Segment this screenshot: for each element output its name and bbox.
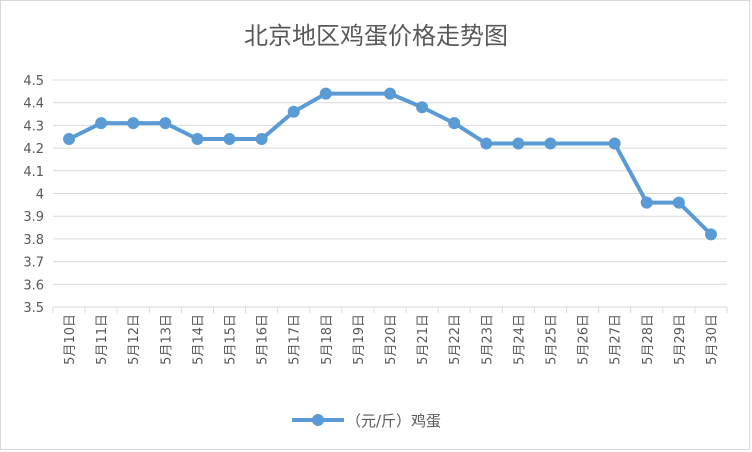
x-tick-label: 5月20日 (384, 314, 399, 365)
x-tick-label: 5月15日 (224, 314, 239, 365)
data-point (512, 137, 525, 150)
x-tick-label: 5月21日 (416, 314, 431, 365)
y-tick-label: 3.8 (23, 233, 44, 248)
x-tick-label: 5月24日 (512, 314, 527, 365)
data-point (287, 105, 300, 118)
data-point (127, 117, 140, 130)
legend-label: （元/斤）鸡蛋 (346, 412, 441, 430)
y-tick-label: 3.7 (23, 256, 44, 271)
data-point (159, 117, 172, 130)
data-point (63, 133, 76, 146)
y-tick-label: 4 (36, 188, 44, 203)
data-point (223, 133, 236, 146)
x-tick-label: 5月13日 (159, 314, 174, 365)
legend: （元/斤）鸡蛋 (292, 412, 441, 430)
data-point (319, 87, 332, 100)
x-axis-ticks: 5月10日 5月11日 5月12日 5月13日 5月14日 5月15日 5月16日 5月17日… (63, 314, 720, 365)
y-tick-label: 3.9 (23, 210, 44, 225)
series-polyline (67, 91, 713, 237)
x-tick-label: 5月25日 (544, 314, 559, 365)
legend-point-marker (312, 414, 324, 426)
x-tick-label: 5月30日 (705, 314, 720, 365)
y-tick-label: 4.2 (23, 142, 44, 157)
y-tick-label: 3.6 (23, 278, 44, 293)
x-tick-label: 5月17日 (288, 314, 303, 365)
y-tick-label: 4.4 (23, 97, 44, 112)
x-tick-label: 5月22日 (448, 314, 463, 365)
data-point (640, 196, 653, 209)
chart-title: 北京地区鸡蛋价格走势图 (244, 22, 508, 50)
data-point (448, 117, 461, 130)
x-tick-label: 5月16日 (256, 314, 271, 365)
data-point (480, 137, 493, 150)
y-tick-label: 3.5 (23, 301, 44, 316)
data-point (544, 137, 557, 150)
x-tick-label: 5月11日 (95, 314, 110, 365)
x-tick-label: 5月26日 (577, 314, 592, 365)
data-point (95, 117, 108, 130)
data-point (191, 133, 204, 146)
data-point (255, 133, 268, 146)
data-point (672, 196, 685, 209)
x-tick-label: 5月28日 (641, 314, 656, 365)
y-axis-ticks: 3.5 3.6 3.7 3.8 3.9 4 4.1 4.2 4.3 4.4 4.5 (23, 74, 44, 316)
x-tick-label: 5月10日 (63, 314, 78, 365)
x-tick-label: 5月29日 (673, 314, 688, 365)
x-tick-label: 5月19日 (352, 314, 367, 365)
data-point (384, 87, 396, 100)
x-tick-label: 5月14日 (191, 314, 206, 365)
data-point (608, 137, 621, 150)
x-tick-label: 5月12日 (127, 314, 142, 365)
x-tick-label: 5月23日 (480, 314, 495, 365)
series-line (63, 87, 717, 241)
x-tick-label: 5月18日 (320, 314, 335, 365)
x-tick-label: 5月27日 (609, 314, 624, 365)
y-tick-label: 4.5 (23, 74, 44, 89)
y-tick-label: 4.1 (23, 165, 44, 180)
grid-lines (52, 79, 728, 313)
data-point (416, 101, 429, 114)
y-tick-label: 4.3 (23, 119, 44, 134)
data-point (704, 228, 717, 241)
